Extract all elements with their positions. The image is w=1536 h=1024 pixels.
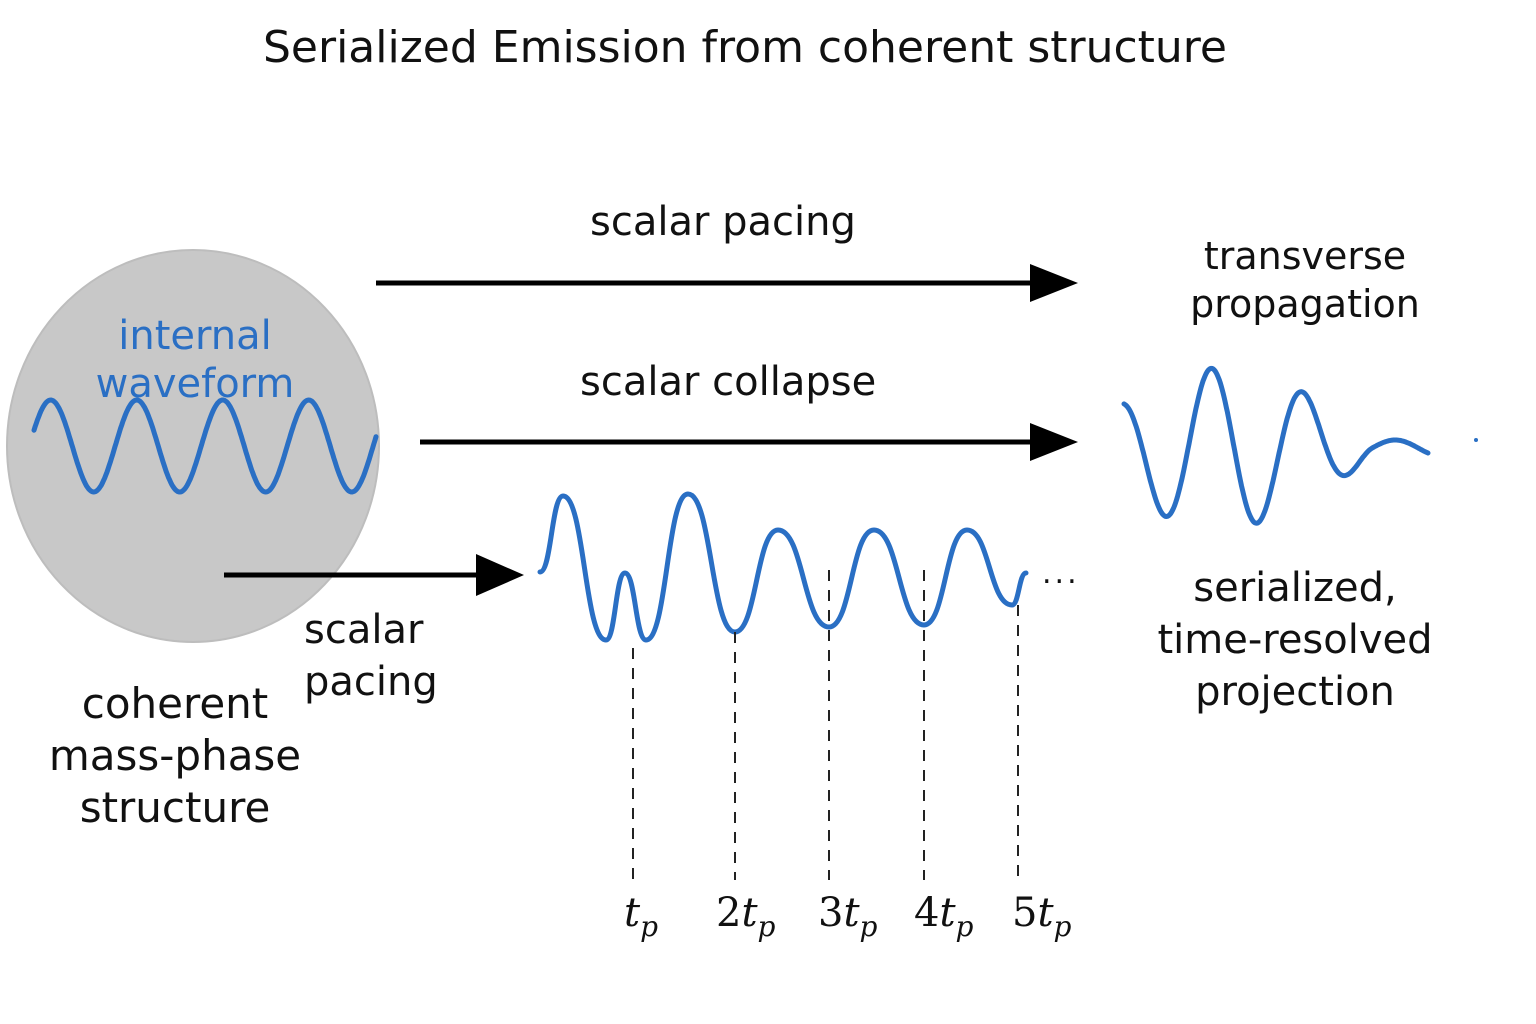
tick-sub: p (1053, 910, 1072, 943)
scalar-pacing-line2: pacing (304, 659, 438, 705)
serialized-line1: serialized, (1193, 565, 1397, 611)
page-title: Serialized Emission from coherent struct… (262, 22, 1227, 73)
scalar-pacing-top-label: scalar pacing (590, 199, 856, 245)
coherent-structure-caption: coherent mass-phase structure (30, 678, 320, 834)
tick-coef: 2 (716, 890, 742, 936)
internal-label-line2: waveform (95, 361, 295, 407)
transverse-propagation-label: transverse propagation (1170, 232, 1440, 328)
tick-var: t (843, 890, 860, 936)
coherent-structure-sphere (6, 249, 380, 643)
tick-coef: 5 (1012, 890, 1038, 936)
scalar-collapse-label: scalar collapse (580, 359, 877, 405)
transverse-line1: transverse (1203, 234, 1407, 278)
scalar-pacing-line1: scalar (304, 607, 424, 653)
serialized-line2: time-resolved (1157, 617, 1433, 663)
tick-label-5tp: 5tp (1012, 890, 1071, 943)
tick-label-2tp: 2tp (716, 890, 775, 943)
tick-sub: p (640, 910, 659, 943)
time-marker-lines (632, 570, 1019, 880)
arrow-scalar-collapse (420, 423, 1078, 461)
serialized-emission-waveform (537, 491, 1029, 643)
tick-sub: p (757, 910, 776, 943)
ellipsis-continuation: ... (1042, 556, 1080, 591)
internal-waveform-label: internal waveform (60, 312, 330, 408)
serialized-line3: projection (1195, 669, 1395, 715)
transverse-line2: propagation (1190, 282, 1420, 326)
tick-var: t (939, 890, 956, 936)
tick-label-3tp: 3tp (818, 890, 877, 943)
caption-line3: structure (79, 783, 271, 832)
tick-coef: 4 (914, 890, 940, 936)
tick-var: t (1037, 890, 1054, 936)
tick-label-4tp: 4tp (914, 890, 973, 943)
caption-line2: mass-phase (48, 731, 302, 780)
serialized-projection-label: serialized, time-resolved projection (1140, 562, 1450, 718)
stray-dot (1474, 438, 1478, 442)
tick-coef: 3 (818, 890, 844, 936)
tick-label-tp: tp (624, 890, 658, 943)
arrow-scalar-pacing-bottom (224, 554, 524, 596)
scalar-pacing-bottom-label: scalar pacing (304, 604, 438, 708)
tick-sub: p (859, 910, 878, 943)
internal-label-line1: internal (118, 313, 272, 359)
transverse-propagation-waveform (1121, 365, 1431, 526)
arrow-scalar-pacing-top (376, 264, 1078, 302)
tick-var: t (624, 890, 641, 936)
caption-line1: coherent (81, 679, 269, 728)
tick-var: t (741, 890, 758, 936)
internal-waveform-curve (31, 397, 379, 495)
tick-sub: p (955, 910, 974, 943)
